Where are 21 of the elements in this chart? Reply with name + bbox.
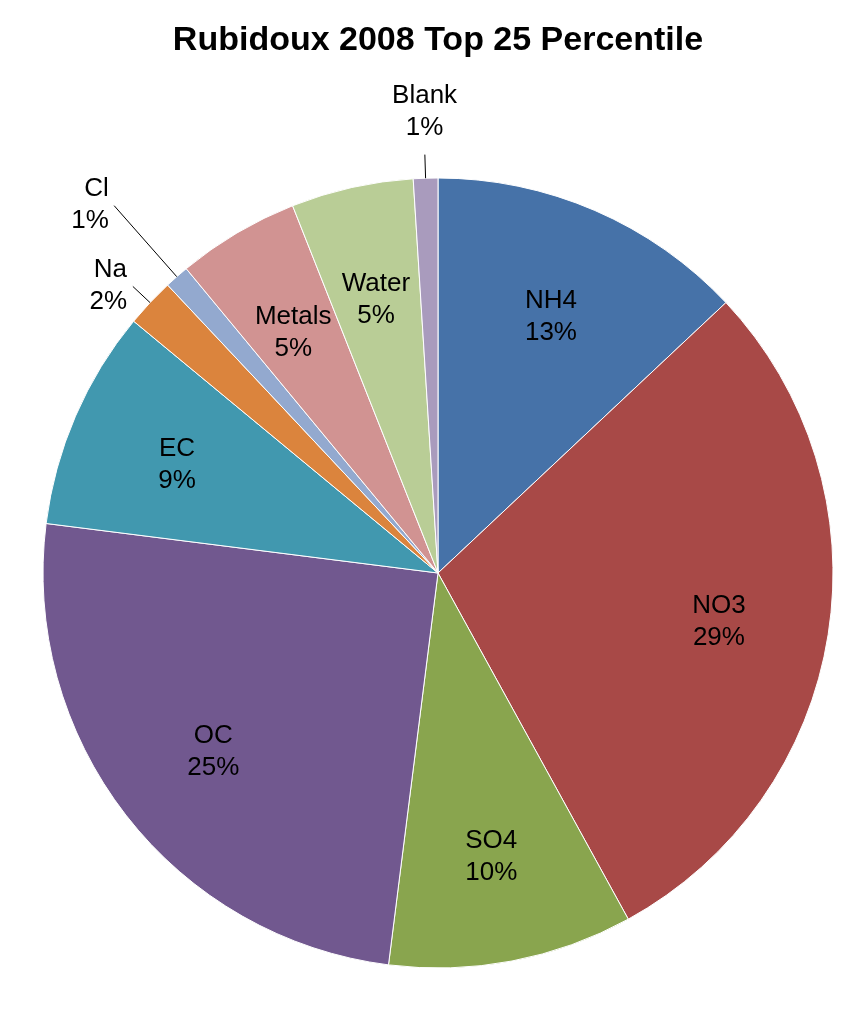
data-label: 1% (405, 110, 444, 141)
data-label: 10% (465, 856, 518, 887)
slice-label: SO4 (465, 824, 518, 855)
slice-label: Blank (392, 78, 459, 109)
data-label: 1% (71, 203, 109, 234)
data-label: 9% (158, 464, 196, 495)
data-label: 5% (274, 332, 313, 363)
slice-label: Na (93, 252, 128, 283)
slice-label: NO3 (692, 589, 746, 620)
slice-label: EC (158, 432, 196, 463)
slice-label: NH4 (524, 283, 577, 314)
data-label: 13% (524, 315, 577, 346)
data-label: 25% (187, 751, 240, 782)
slice-label: Cl (84, 171, 109, 202)
data-label: 5% (357, 299, 395, 330)
chart-title: Rubidoux 2008 Top 25 Percentile (172, 19, 704, 57)
data-label: 29% (692, 621, 745, 652)
slice-label: OC (193, 719, 233, 750)
slice-label: Water (341, 267, 411, 298)
data-label: 2% (89, 284, 128, 315)
slice-label: Metals (254, 300, 332, 331)
